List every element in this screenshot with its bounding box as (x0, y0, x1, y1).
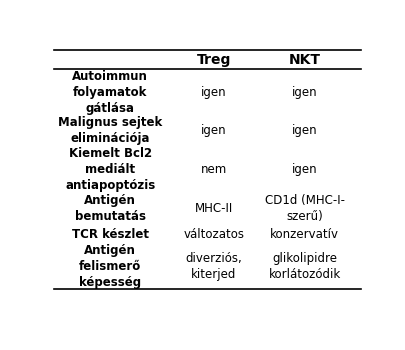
Text: MHC-II: MHC-II (195, 202, 233, 215)
Text: igen: igen (292, 86, 318, 99)
Text: Antigén
bemutatás: Antigén bemutatás (75, 194, 146, 223)
Text: igen: igen (292, 125, 318, 138)
Text: glikolipidre
korlátozódik: glikolipidre korlátozódik (269, 252, 341, 281)
Text: Kiemelt Bcl2
mediált
antiapoptózis: Kiemelt Bcl2 mediált antiapoptózis (65, 147, 156, 192)
Text: változatos: változatos (183, 228, 244, 241)
Text: konzervatív: konzervatív (271, 228, 339, 241)
Text: Malignus sejtek
eliminációja: Malignus sejtek eliminációja (58, 117, 162, 146)
Text: Antigén
felismerő
képesség: Antigén felismerő képesség (79, 244, 141, 289)
Text: igen: igen (201, 125, 227, 138)
Text: nem: nem (201, 163, 227, 176)
Text: CD1d (MHC-I-
szerű): CD1d (MHC-I- szerű) (265, 194, 345, 223)
Text: TCR készlet: TCR készlet (72, 228, 149, 241)
Text: igen: igen (201, 86, 227, 99)
Text: NKT: NKT (289, 53, 321, 67)
Text: diverziós,
kiterjed: diverziós, kiterjed (185, 252, 242, 281)
Text: Treg: Treg (197, 53, 231, 67)
Text: igen: igen (292, 163, 318, 176)
Text: Autoimmun
folyamatok
gátlása: Autoimmun folyamatok gátlása (72, 70, 148, 115)
